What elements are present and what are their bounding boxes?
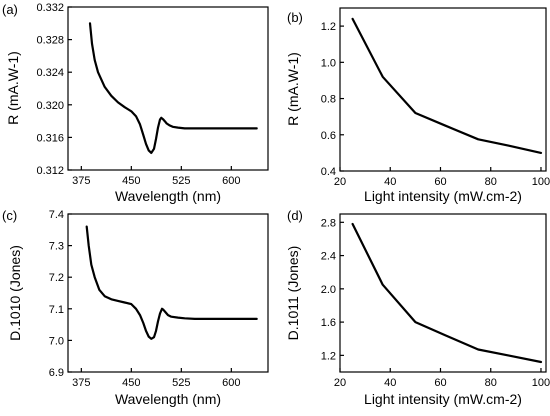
panel-b-y-tick-label: 1.0 (321, 57, 336, 69)
panel-c-y-tick-label: 7.0 (49, 335, 64, 347)
panel-d-y-tick-label: 1.6 (321, 317, 336, 329)
panel-d: (d) 20 40 60 80 100 1.2 1.6 2.0 2.4 2.8 Light int… (285, 208, 550, 407)
panel-d-x-tick-label: 40 (384, 377, 396, 389)
panel-a-y-axis-title: R (mA.W-1) (5, 51, 21, 125)
panel-d-x-tick-label: 80 (485, 377, 497, 389)
panel-a-y-tick-label: 0.316 (36, 132, 64, 144)
panel-b-x-tick-label: 100 (532, 176, 550, 188)
panel-c-x-tick-label: 525 (172, 377, 190, 389)
panel-b-series-line (351, 17, 543, 154)
panel-d-x-tick-label: 60 (434, 377, 446, 389)
panel-b-y-tick-label: 0.6 (321, 130, 336, 142)
panel-c-plot-frame (67, 213, 269, 373)
panel-b-x-tick-label: 20 (334, 176, 346, 188)
panel-d-label: (d) (287, 208, 303, 223)
panel-a-plot-frame (67, 6, 269, 171)
panel-a-y-tick-label: 0.312 (36, 165, 64, 177)
panel-d-x-axis-title: Light intensity (mW.cm-2) (364, 391, 522, 407)
panel-c-series-line (85, 225, 258, 340)
panel-c-x-tick-label: 450 (122, 377, 140, 389)
panel-b-y-tick-label: 0.8 (321, 94, 336, 106)
panel-b-x-axis-title: Light intensity (mW.cm-2) (364, 188, 522, 204)
panel-a-y-tick-label: 0.320 (36, 100, 64, 112)
panel-b-x-tick-label: 80 (485, 176, 497, 188)
panel-d-plot-frame (339, 213, 547, 373)
panel-b-label: (b) (287, 10, 303, 25)
panel-d-ticks: 20 40 60 80 100 1.2 1.6 2.0 2.4 2.8 (321, 217, 550, 389)
panel-c-ticks: 375 450 525 600 6.9 7.0 7.1 7.2 7.3 7.4 (49, 209, 241, 389)
panel-b-x-tick-label: 40 (384, 176, 396, 188)
panel-d-series-line (351, 222, 543, 364)
panel-c: (c) 375 450 525 600 6.9 7.0 7.1 7.2 7.3 7.4 Wavel… (2, 208, 269, 407)
panel-a-y-tick-label: 0.324 (36, 67, 64, 79)
panel-a-label: (a) (2, 2, 18, 17)
panel-a-x-tick-label: 525 (172, 175, 190, 187)
panel-a-x-tick-label: 450 (122, 175, 140, 187)
panel-b-y-axis-title: R (mA.W-1) (285, 52, 301, 126)
panel-d-x-tick-label: 20 (334, 377, 346, 389)
panel-c-x-axis-title: Wavelength (nm) (115, 391, 221, 407)
panel-b-plot-frame (339, 7, 547, 172)
panel-d-y-axis-title: D.1011 (Jones) (285, 246, 301, 341)
panel-b-ticks: 20 40 60 80 100 0.4 0.6 0.8 1.0 1.2 (321, 21, 550, 188)
panel-d-x-tick-label: 100 (532, 377, 550, 389)
panel-b-y-tick-label: 1.2 (321, 21, 336, 33)
panel-c-y-axis-title: D.1010 (Jones) (7, 245, 23, 341)
panel-c-y-tick-label: 7.4 (49, 209, 64, 221)
panel-c-x-tick-label: 375 (72, 377, 90, 389)
panel-d-y-tick-label: 1.2 (321, 350, 336, 362)
panel-c-label: (c) (2, 208, 17, 223)
panel-a-ticks: 375 450 525 600 0.312 0.316 0.320 0.324 0.328 0.3… (36, 2, 240, 187)
panel-a-y-tick-label: 0.328 (36, 35, 64, 47)
panel-a: (a) 375 450 525 600 0.312 0.316 0.320 0.324 0.32… (2, 2, 269, 204)
panel-b-y-tick-label: 0.4 (321, 166, 336, 178)
panel-b-x-tick-label: 60 (434, 176, 446, 188)
panel-c-y-tick-label: 6.9 (49, 367, 64, 379)
panel-d-y-tick-label: 2.0 (321, 284, 336, 296)
panel-a-y-tick-label: 0.332 (36, 2, 64, 14)
panel-c-y-tick-label: 7.1 (49, 304, 64, 316)
panel-d-y-tick-label: 2.8 (321, 217, 336, 229)
panel-a-series-line (88, 22, 258, 154)
panel-a-x-axis-title: Wavelength (nm) (115, 188, 221, 204)
panel-d-y-tick-label: 2.4 (321, 251, 336, 263)
panel-c-y-tick-label: 7.3 (49, 241, 64, 253)
panel-c-y-tick-label: 7.2 (49, 272, 64, 284)
panel-b: (b) 20 40 60 80 100 0.4 0.6 0.8 1.0 1.2 Light int… (285, 7, 550, 204)
panel-a-x-tick-label: 600 (222, 175, 240, 187)
panel-a-x-tick-label: 375 (72, 175, 90, 187)
panel-c-x-tick-label: 600 (222, 377, 240, 389)
